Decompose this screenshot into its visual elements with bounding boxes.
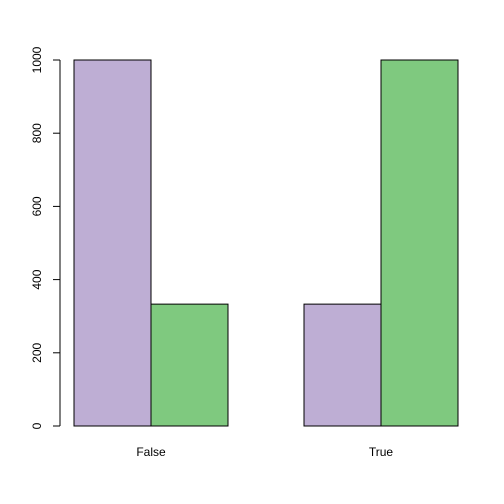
x-tick-label: True xyxy=(369,445,394,459)
bar xyxy=(380,59,459,427)
bar xyxy=(150,303,229,427)
y-tick-label: 200 xyxy=(30,342,44,362)
bar xyxy=(73,59,152,427)
bar xyxy=(303,303,382,427)
y-tick-label: 0 xyxy=(30,422,44,429)
y-tick-label: 400 xyxy=(30,269,44,289)
y-tick-label: 1000 xyxy=(30,46,44,73)
y-tick-label: 600 xyxy=(30,196,44,216)
x-tick-label: False xyxy=(136,445,166,459)
y-tick-label: 800 xyxy=(30,123,44,143)
